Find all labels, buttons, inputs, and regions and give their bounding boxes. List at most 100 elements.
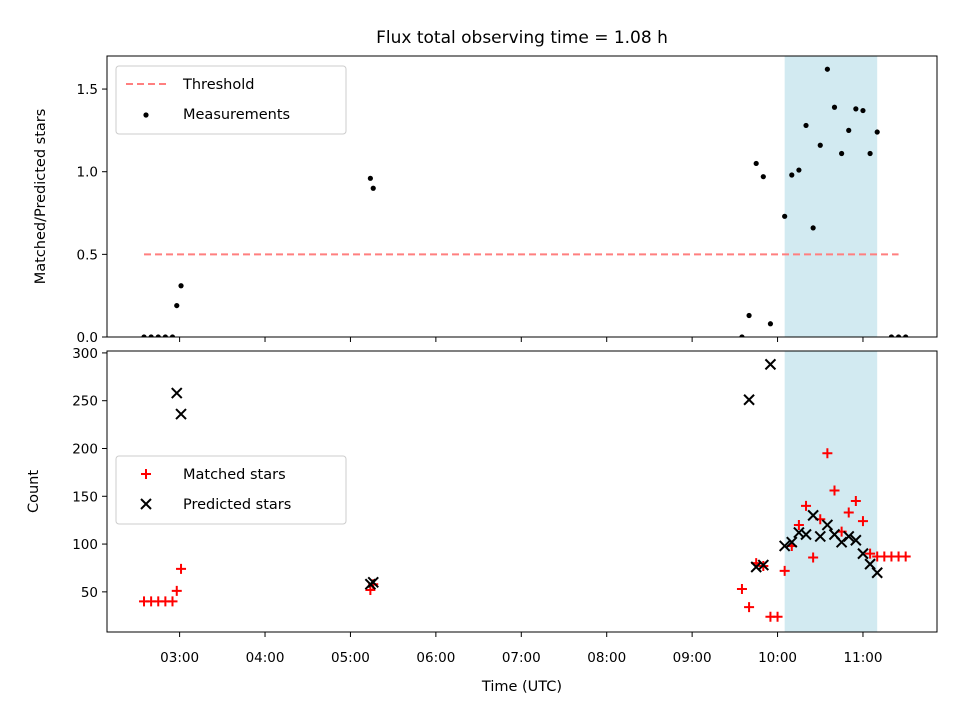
predicted-star-point — [764, 358, 777, 371]
x-tick-label: 10:00 — [758, 650, 797, 666]
measurement-point — [839, 150, 845, 157]
x-tick-label: 03:00 — [160, 650, 199, 666]
x-tick-label: 06:00 — [416, 650, 455, 666]
measurement-point — [888, 334, 895, 337]
legend-label: Matched stars — [183, 467, 286, 483]
measurement-point — [810, 225, 816, 231]
measurement-point — [739, 334, 745, 337]
x-tick-label: 07:00 — [502, 650, 541, 666]
predicted-star-point — [864, 558, 876, 570]
matched-star-point — [736, 583, 747, 594]
matched-star-point — [865, 548, 876, 559]
measurement-point — [853, 106, 859, 112]
top-panel: 0.0 0.5 1.0 1.5 Matched/Predicted stars Thres… — [33, 55, 938, 346]
y-tick-label: 50 — [81, 585, 98, 601]
legend-measurement-swatch — [143, 112, 149, 118]
measurement-point — [148, 334, 154, 337]
matched-star-point — [843, 507, 854, 518]
measurement-point — [796, 167, 802, 173]
matched-star-point — [808, 552, 819, 563]
matched-star-point — [850, 496, 861, 507]
predicted-star-point — [757, 559, 770, 571]
matched-star-point — [822, 448, 833, 459]
y-tick-label: 100 — [72, 537, 98, 553]
predicted-star-point — [171, 387, 183, 399]
measurement-point — [803, 122, 809, 129]
legend-box — [115, 455, 347, 525]
legend-box — [115, 65, 347, 135]
measurement-point — [831, 104, 838, 110]
predicted-star-point — [807, 509, 819, 522]
matched-star-point — [857, 516, 868, 527]
legend-label: Predicted stars — [183, 497, 291, 513]
measurement-point — [178, 283, 184, 289]
x-tick-label: 05:00 — [331, 650, 370, 666]
observing-window-band — [784, 56, 878, 337]
measurement-point — [860, 107, 866, 114]
legend-predicted-swatch — [140, 498, 152, 510]
measurement-point — [753, 160, 759, 167]
predicted-star-point — [175, 408, 187, 420]
matched-star-point — [779, 565, 790, 576]
measurement-point — [903, 334, 909, 337]
measurement-point — [817, 142, 823, 148]
measurement-point — [174, 302, 180, 309]
predicted-star-point — [857, 547, 869, 560]
measurement-point — [867, 150, 873, 157]
measurement-point — [760, 174, 766, 180]
predicted-star-point — [367, 576, 379, 589]
measurement-point — [846, 127, 852, 133]
x-tick-label: 09:00 — [673, 650, 712, 666]
predicted-star-point — [800, 528, 812, 541]
x-axis-label: Time (UTC) — [481, 679, 562, 695]
matched-star-point — [744, 602, 755, 613]
predicted-star-point — [778, 540, 791, 552]
matched-star-point — [772, 611, 783, 622]
predicted-star-point — [821, 519, 834, 531]
measurement-point — [141, 334, 147, 337]
matched-star-point — [176, 563, 187, 574]
x-tick-label: 08:00 — [587, 650, 626, 666]
measurement-point — [789, 172, 795, 178]
matched-star-point — [167, 596, 178, 607]
axes-frame — [106, 350, 938, 633]
measurement-point — [767, 321, 774, 327]
measurement-point — [874, 129, 880, 135]
measurement-point — [370, 185, 376, 191]
predicted-star-point — [850, 534, 862, 546]
measurement-point — [746, 312, 752, 319]
matched-star-point — [801, 500, 812, 511]
y-tick-label: 150 — [72, 489, 98, 505]
legend-label: Threshold — [182, 77, 254, 93]
legend: Matched stars Predicted stars — [115, 455, 347, 525]
predicted-star-point — [786, 536, 798, 548]
y-tick-label: 1.5 — [77, 82, 98, 98]
predicted-star-point — [814, 530, 826, 543]
axes-frame — [106, 55, 938, 338]
measurement-point — [162, 334, 168, 337]
measurement-point — [895, 334, 902, 337]
y-axis-label: Count — [26, 470, 42, 513]
y-tick-label: 250 — [72, 394, 98, 410]
measurement-point — [155, 334, 161, 337]
matched-star-point — [900, 551, 911, 562]
y-tick-label: 0.0 — [77, 330, 98, 346]
x-tick-label: 04:00 — [246, 650, 285, 666]
matched-star-point — [365, 584, 376, 595]
predicted-star-point — [843, 530, 855, 543]
plot-area — [141, 56, 909, 337]
y-tick-label: 300 — [72, 346, 98, 362]
plot-area — [139, 351, 911, 632]
x-tick-label: 11:00 — [844, 650, 883, 666]
matched-star-point — [793, 519, 804, 530]
predicted-star-point — [750, 561, 762, 573]
legend: Threshold Measurements — [115, 65, 347, 135]
matched-star-point — [829, 485, 840, 496]
predicted-star-point — [793, 526, 805, 539]
y-tick-label: 0.5 — [77, 247, 98, 263]
measurement-point — [169, 334, 176, 337]
measurement-point — [824, 66, 830, 72]
y-tick-label: 1.0 — [77, 165, 98, 181]
predicted-star-point — [743, 394, 755, 406]
